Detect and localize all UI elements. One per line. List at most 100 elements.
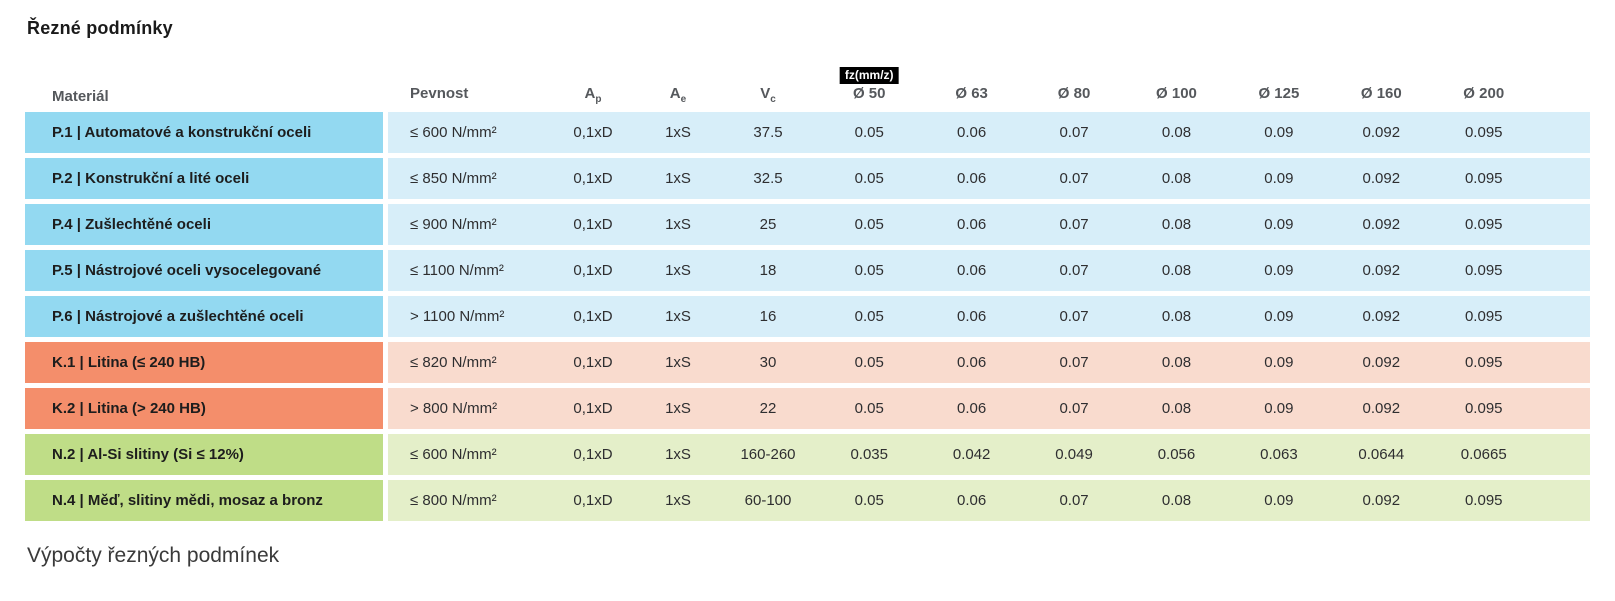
ap-cell: 0,1xD [573,446,613,463]
ae-cell: 1xS [665,492,691,509]
ae-subscript: e [680,94,687,105]
vc-cell: 160-260 [740,446,796,463]
page-title: Řezné podmínky [27,18,173,38]
material-cell: P.1 | Automatové a konstrukční oceli [25,112,383,153]
vc-subscript: c [770,94,776,105]
material-cell: N.2 | Al-Si slitiny (Si ≤ 12%) [25,434,383,475]
table-row: P.6 | Nástrojové a zušlechtěné oceli > 1… [25,296,1590,337]
fz-d80-cell: 0.049 [1055,446,1093,463]
fz-d160-cell: 0.092 [1362,170,1401,187]
fz-d63-cell: 0.06 [957,354,987,371]
pevnost-cell: ≤ 1100 N/mm² [410,262,504,279]
fz-d125-cell: 0.09 [1264,170,1294,187]
material-cell: P.2 | Konstrukční a lité oceli [25,158,383,199]
fz-d100-cell: 0.08 [1161,170,1192,187]
fz-d63-cell: 0.06 [957,124,987,141]
ae-cell: 1xS [665,354,691,371]
fz-d50-cell: 0.05 [854,262,884,279]
fz-d125-cell: 0.09 [1264,400,1294,417]
fz-d63-cell: 0.06 [957,308,987,325]
ae-cell: 1xS [665,124,691,141]
column-header-vc: Vc [718,85,818,105]
fz-d200-cell: 0.095 [1464,262,1503,279]
ap-cell: 0,1xD [573,170,613,187]
column-header-d100: Ø 100 [1156,85,1197,102]
fz-d160-cell: 0.092 [1362,216,1401,233]
fz-d100-cell: 0.08 [1161,354,1192,371]
table-row: P.2 | Konstrukční a lité oceli ≤ 850 N/m… [25,158,1590,199]
fz-d80-cell: 0.07 [1059,308,1089,325]
ae-cell: 1xS [665,262,691,279]
fz-d125-cell: 0.09 [1264,124,1294,141]
material-label: K.1 | Litina (≤ 240 HB) [52,354,206,371]
fz-d63-cell: 0.06 [957,492,987,509]
fz-d200-cell: 0.095 [1464,124,1503,141]
material-cell: P.6 | Nástrojové a zušlechtěné oceli [25,296,383,337]
fz-d200-cell: 0.095 [1464,400,1503,417]
fz-d80-cell: 0.07 [1059,170,1089,187]
ap-cell: 0,1xD [573,262,613,279]
vc-label: V [760,85,771,102]
pevnost-cell: ≤ 600 N/mm² [410,446,497,463]
fz-d80-cell: 0.07 [1059,262,1089,279]
column-header-pevnost: Pevnost [410,85,469,102]
fz-d100-cell: 0.08 [1161,124,1192,141]
material-label: N.2 | Al-Si slitiny (Si ≤ 12%) [52,446,244,463]
column-header-d125: Ø 125 [1258,85,1300,102]
fz-d200-cell: 0.095 [1464,308,1503,325]
fz-d125-cell: 0.09 [1264,492,1294,509]
table-row: P.4 | Zušlechtěné oceli ≤ 900 N/mm² 0,1x… [25,204,1590,245]
fz-d80-cell: 0.07 [1059,216,1089,233]
ae-cell: 1xS [665,308,691,325]
fz-d200-cell: 0.095 [1464,354,1503,371]
table-row: N.2 | Al-Si slitiny (Si ≤ 12%) ≤ 600 N/m… [25,434,1590,475]
ap-cell: 0,1xD [573,124,613,141]
ae-cell: 1xS [665,170,691,187]
fz-d125-cell: 0.09 [1264,262,1294,279]
table-body: P.1 | Automatové a konstrukční oceli ≤ 6… [25,112,1590,521]
d50-label: Ø 50 [852,85,886,102]
material-label: K.2 | Litina (> 240 HB) [52,400,206,417]
material-cell: P.4 | Zušlechtěné oceli [25,204,383,245]
vc-cell: 22 [759,400,777,417]
table-row: P.1 | Automatové a konstrukční oceli ≤ 6… [25,112,1590,153]
fz-d200-cell: 0.0665 [1460,446,1507,463]
fz-d125-cell: 0.09 [1264,354,1294,371]
material-label: P.2 | Konstrukční a lité oceli [52,170,250,187]
fz-d160-cell: 0.092 [1362,354,1401,371]
ap-cell: 0,1xD [573,400,613,417]
fz-d100-cell: 0.08 [1161,492,1192,509]
table-header-row: Materiál Pevnost Ap Ae Vc fz(mm/z) Ø 50 … [25,58,1590,112]
ae-label: A [669,85,681,102]
fz-d63-cell: 0.042 [952,446,991,463]
fz-d160-cell: 0.092 [1362,400,1401,417]
fz-d80-cell: 0.07 [1059,124,1089,141]
material-cell: K.1 | Litina (≤ 240 HB) [25,342,383,383]
material-cell: K.2 | Litina (> 240 HB) [25,388,383,429]
table-row: P.5 | Nástrojové oceli vysocelegované ≤ … [25,250,1590,291]
fz-d50-cell: 0.05 [854,216,884,233]
fz-d100-cell: 0.08 [1161,400,1192,417]
fz-d160-cell: 0.0644 [1358,446,1405,463]
vc-cell: 37.5 [753,124,783,141]
ap-cell: 0,1xD [573,216,613,233]
ae-cell: 1xS [665,400,691,417]
pevnost-cell: > 800 N/mm² [410,400,498,417]
ap-subscript: p [595,94,602,105]
fz-d200-cell: 0.095 [1464,216,1503,233]
fz-d50-cell: 0.05 [854,492,884,509]
fz-d80-cell: 0.07 [1059,492,1089,509]
fz-d50-cell: 0.05 [854,170,884,187]
fz-d125-cell: 0.09 [1264,216,1294,233]
cutting-conditions-table: Materiál Pevnost Ap Ae Vc fz(mm/z) Ø 50 … [25,58,1590,526]
fz-d63-cell: 0.06 [957,170,987,187]
fz-d100-cell: 0.08 [1161,308,1192,325]
column-header-ae: Ae [638,85,718,105]
column-header-d80: Ø 80 [1057,85,1091,102]
fz-d63-cell: 0.06 [957,262,987,279]
fz-d125-cell: 0.063 [1260,446,1298,463]
fz-d125-cell: 0.09 [1264,308,1294,325]
ap-cell: 0,1xD [573,308,613,325]
material-label: N.4 | Měď, slitiny mědi, mosaz a bronz [52,492,323,509]
fz-d50-cell: 0.05 [854,308,884,325]
